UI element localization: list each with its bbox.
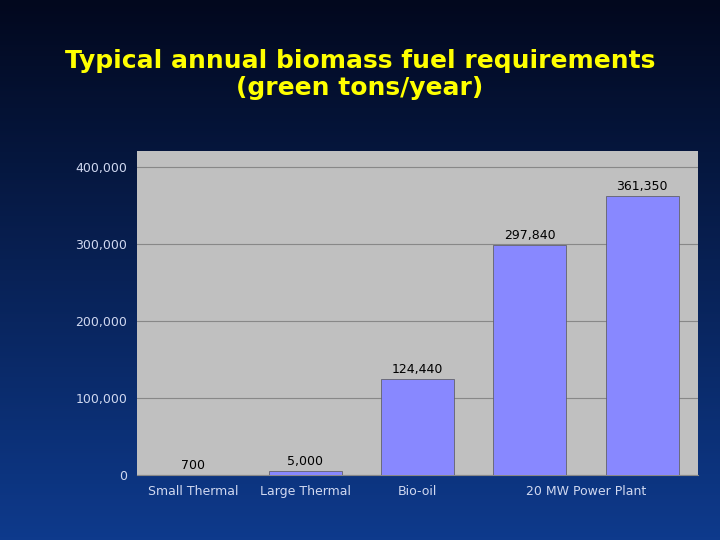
Text: 5,000: 5,000 — [287, 455, 323, 468]
Bar — [381, 379, 454, 475]
Text: 700: 700 — [181, 458, 205, 471]
Text: 297,840: 297,840 — [504, 230, 556, 242]
Text: Typical annual biomass fuel requirements
(green tons/year): Typical annual biomass fuel requirements… — [65, 49, 655, 100]
Bar — [493, 246, 567, 475]
Text: 361,350: 361,350 — [616, 180, 668, 193]
Bar — [269, 471, 342, 475]
Bar — [606, 197, 679, 475]
Text: 124,440: 124,440 — [392, 363, 444, 376]
